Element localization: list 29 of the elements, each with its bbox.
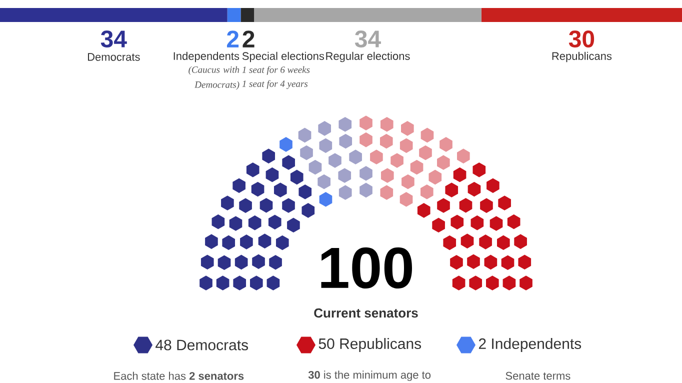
- bar: [481, 8, 682, 22]
- text: Republicans: [552, 52, 612, 62]
- data-label: 48: [156, 340, 172, 350]
- bar: [227, 8, 241, 22]
- text: Special elections: [242, 52, 324, 62]
- text: Independents: [174, 52, 240, 62]
- text: 100: [321, 247, 412, 288]
- data-label: 2: [226, 30, 239, 48]
- bar: [240, 8, 254, 22]
- category-label: Democrats: [177, 340, 248, 350]
- text: (Caucus with Democrats): [188, 66, 240, 90]
- data-label: 34: [100, 30, 127, 48]
- text: 30 is the minimum age to: [308, 370, 431, 381]
- bar: [254, 8, 482, 22]
- data-label: 2: [478, 338, 486, 349]
- text: Democrats: [88, 53, 140, 61]
- data-label: 30: [568, 30, 594, 48]
- data-label: 34: [354, 30, 381, 48]
- category-label: Independents: [492, 338, 582, 352]
- text: Each state has 2 senators: [114, 372, 244, 380]
- text: Regular elections: [326, 52, 410, 62]
- data-label: 2: [242, 30, 254, 48]
- text: Senate terms: [506, 372, 570, 380]
- text: 1 seat for 6 weeks: [242, 66, 310, 75]
- category-label: Republicans: [340, 338, 422, 352]
- data-label: 50: [318, 338, 334, 350]
- text: Current senators: [314, 308, 418, 318]
- text: 1 seat for 4 years: [242, 80, 308, 89]
- bar: [0, 8, 228, 22]
